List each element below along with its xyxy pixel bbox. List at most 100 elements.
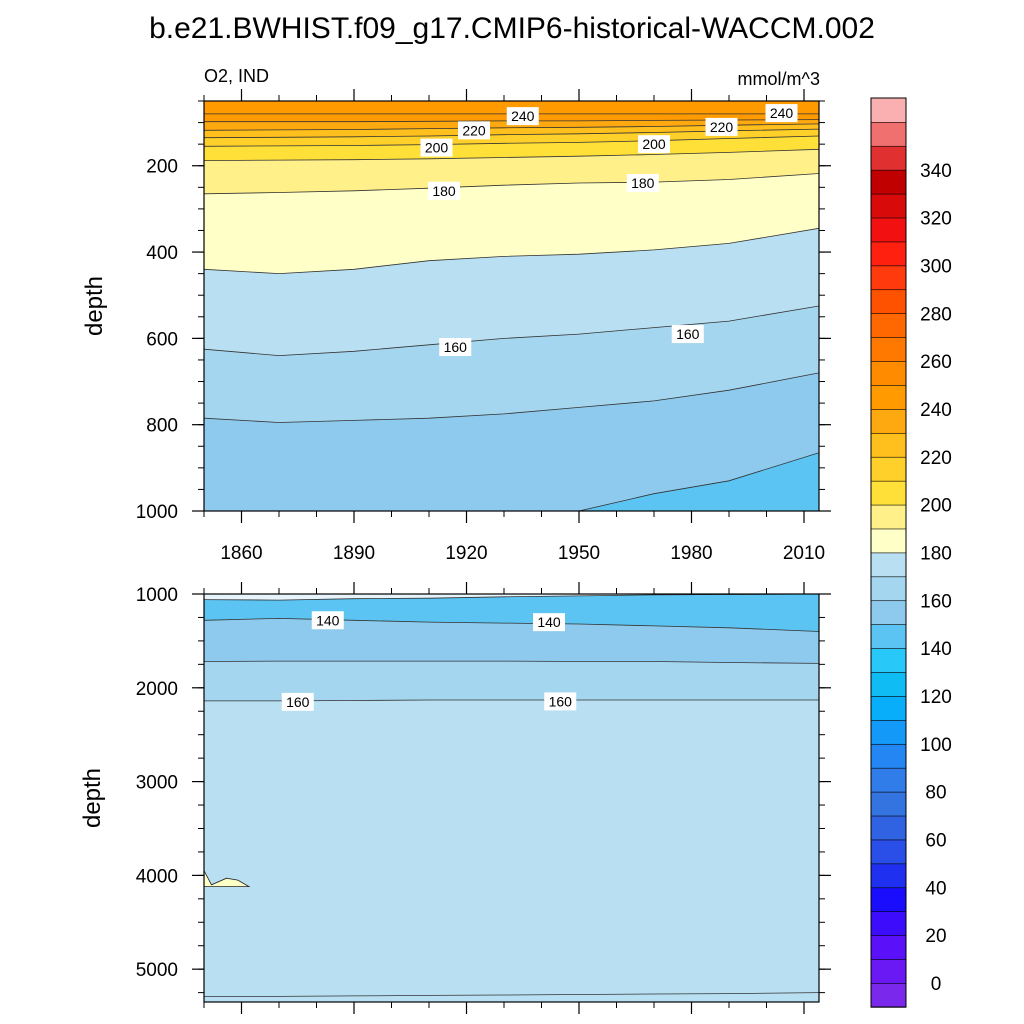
colorbar-tick-label: 40 — [925, 878, 946, 899]
colorbar-swatch — [870, 408, 907, 434]
upper-contour-line-160 — [204, 305, 819, 357]
contour-label-text: 160 — [549, 693, 573, 709]
lower-contour-panel: 140 140 160 160 1000 2000 3000 4000 5000 — [136, 582, 831, 1014]
upper-contour-label: 180 — [428, 181, 460, 200]
lower-fills: 140 140 160 160 — [204, 594, 819, 1002]
upper-contour-panel: 240 240 220 220 200 200 180 180 160 160 200 400 600 8… — [136, 89, 831, 564]
lower-contour-line-160 — [204, 660, 819, 664]
contour-label-text: 160 — [676, 326, 700, 342]
lower-patch-180 — [204, 870, 251, 888]
contour-label-text: 220 — [462, 122, 486, 138]
colorbar-swatch — [870, 911, 907, 936]
upper-ytick-label: 200 — [146, 157, 178, 178]
colorbar-tick-label: 140 — [920, 639, 952, 660]
colorbar-frame — [870, 97, 907, 1008]
colorbar-tick-label: 0 — [931, 974, 942, 995]
colorbar-tick-label: 220 — [920, 448, 952, 469]
colorbar-swatch — [870, 863, 907, 889]
contour-label-bg — [311, 611, 344, 630]
contour-label-bg — [671, 325, 704, 344]
colorbar-swatch — [870, 384, 907, 410]
variable-label: O2, IND — [204, 66, 269, 86]
colorbar-swatch — [870, 791, 907, 817]
upper-band-170 — [204, 228, 819, 356]
upper-contour-label: 200 — [638, 135, 670, 154]
upper-contour-line-150 — [204, 372, 819, 423]
colorbar-swatch — [870, 289, 907, 314]
upper-contour-line-200 — [204, 135, 819, 147]
colorbar-swatch — [870, 839, 907, 865]
upper-contour-label: 240 — [765, 104, 798, 123]
colorbar-swatch — [870, 432, 907, 458]
upper-band-210 — [204, 129, 819, 147]
colorbar-tick-label: 80 — [925, 783, 946, 804]
lower-ytick-label: 3000 — [136, 773, 178, 794]
lower-band-140 — [204, 594, 819, 632]
upper-xtick-label: 2010 — [783, 543, 825, 564]
contour-label-bg — [281, 692, 314, 711]
colorbar-tick-label: 260 — [920, 352, 952, 373]
upper-xtick-label: 1950 — [558, 543, 600, 564]
upper-xtick-label: 1890 — [333, 543, 375, 564]
upper-ylabel: depth — [81, 276, 108, 336]
lower-ytick-label: 4000 — [136, 866, 178, 887]
colorbar-swatch — [870, 504, 907, 530]
contour-label-text: 240 — [770, 105, 794, 121]
colorbar-swatch — [870, 576, 907, 602]
upper-contour-line-220 — [204, 123, 819, 131]
colorbar-swatch — [870, 480, 907, 506]
lower-contour-line-140 — [204, 594, 819, 601]
contour-label-bg — [439, 338, 472, 356]
upper-contour-label: 220 — [458, 121, 490, 140]
colorbar-swatch — [870, 265, 907, 291]
contour-label-text: 240 — [511, 108, 535, 124]
colorbar-tick-label: 160 — [920, 591, 952, 612]
lower-contour-label: 160 — [544, 692, 577, 711]
lower-ytick-label: 5000 — [136, 960, 178, 981]
lower-band-150 — [204, 618, 819, 664]
upper-contour-line-230 — [204, 119, 819, 123]
upper-xtick-label: 1980 — [670, 543, 712, 564]
colorbar: 0 20 40 60 80 100 120 140 160 180 200 220 240 260 280 3… — [870, 97, 952, 1008]
colorbar-swatch — [870, 169, 907, 195]
upper-contour-label: 180 — [626, 174, 659, 192]
colorbar-swatch — [870, 360, 907, 386]
colorbar-tick-label: 60 — [925, 831, 946, 852]
upper-contour-line-140 — [204, 452, 819, 511]
contour-label-text: 160 — [286, 694, 310, 710]
upper-contour-label: 160 — [671, 325, 704, 344]
lower-contour-label: 160 — [281, 692, 314, 711]
colorbar-swatch — [870, 193, 907, 219]
colorbar-swatch — [870, 958, 907, 984]
contour-label-bg — [705, 117, 738, 136]
colorbar-swatch — [870, 456, 907, 482]
colorbar-tick-label: 20 — [925, 926, 946, 947]
upper-contour-label: 220 — [705, 117, 738, 136]
contour-label-bg — [626, 174, 659, 192]
upper-band-160 — [204, 306, 819, 423]
contour-label-bg — [638, 135, 670, 154]
lower-frame — [203, 593, 820, 1003]
lower-ytick-label: 1000 — [136, 585, 178, 606]
upper-band-150 — [204, 372, 819, 511]
upper-band-190 — [204, 149, 819, 194]
colorbar-swatch — [870, 312, 907, 338]
lower-ylabel: depth — [79, 768, 106, 828]
colorbar-tick-label: 100 — [920, 735, 952, 756]
upper-contour-label: 240 — [506, 107, 539, 126]
colorbar-swatch — [870, 336, 907, 362]
units-label: mmol/m^3 — [738, 69, 820, 89]
colorbar-tick-label: 320 — [920, 209, 952, 230]
contour-label-text: 200 — [425, 140, 449, 156]
lower-contour-label: 140 — [311, 611, 344, 630]
contour-label-bg — [506, 107, 539, 126]
upper-contour-label: 160 — [439, 338, 472, 356]
upper-contour-line-180 — [204, 173, 819, 195]
colorbar-swatch — [870, 528, 907, 554]
colorbar-swatch — [870, 241, 907, 267]
colorbar-swatch — [870, 695, 907, 721]
colorbar-swatch — [870, 767, 907, 793]
upper-band-deepest — [204, 452, 819, 511]
upper-contour-line-190 — [204, 148, 819, 161]
upper-contour-label: 200 — [420, 138, 453, 157]
